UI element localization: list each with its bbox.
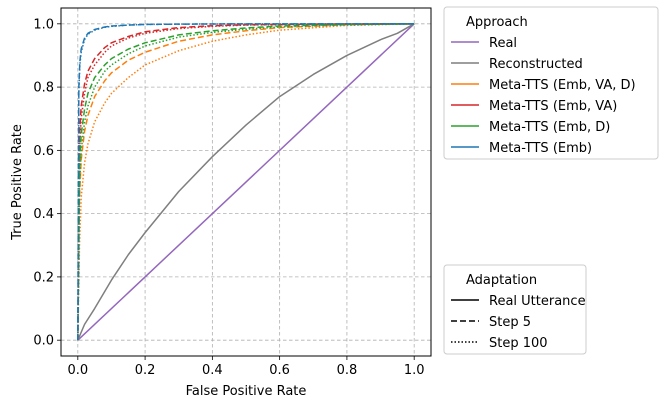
x-tick-label: 0.2 [135, 363, 156, 378]
legend-label: Meta-TTS (Emb, VA) [489, 99, 617, 114]
legend-adaptation: Adaptation Real Utterance Step 5 Step 100 [443, 264, 587, 355]
y-tick-label: 0.2 [33, 270, 54, 285]
legend-title: Adaptation [466, 273, 537, 288]
legend-title: Approach [466, 15, 528, 30]
series-line-real-solid [77, 23, 415, 341]
y-tick-label: 1.0 [33, 17, 54, 32]
x-axis-label: False Positive Rate [186, 384, 307, 399]
series-line-reconstructed-solid [77, 23, 415, 341]
x-tick-label: 0.0 [67, 363, 88, 378]
x-tick-label: 0.8 [337, 363, 358, 378]
series-line-meta-tts-emb-va-dashed [77, 23, 415, 341]
x-tick-label: 0.6 [269, 363, 290, 378]
series-line-meta-tts-emb-d-dotted [77, 23, 415, 341]
y-axis-label: True Positive Rate [10, 124, 25, 241]
legend-label: Meta-TTS (Emb, D) [489, 120, 610, 135]
legend-box [443, 264, 587, 355]
y-tick-label: 0.8 [33, 81, 54, 96]
series-line-meta-tts-emb-dotted [77, 23, 415, 341]
y-tick-label: 0.4 [33, 207, 54, 222]
legend-approach: Approach Real Reconstructed Meta-TTS (Emb, … [443, 6, 659, 160]
legend-label: Real [489, 36, 517, 51]
legend-label: Reconstructed [489, 57, 583, 72]
x-tick-label: 1.0 [404, 363, 425, 378]
legend-label: Meta-TTS (Emb) [489, 141, 592, 156]
legend-label: Meta-TTS (Emb, VA, D) [489, 78, 636, 93]
grid-lines [61, 8, 431, 356]
y-axis: 0.0 0.2 0.4 0.6 0.8 1.0 [33, 17, 61, 349]
series-lines [77, 23, 415, 341]
y-tick-label: 0.0 [33, 334, 54, 349]
x-axis: 0.0 0.2 0.4 0.6 0.8 1.0 [67, 356, 425, 378]
legends: Approach Real Reconstructed Meta-TTS (Emb, … [443, 6, 659, 355]
y-tick-label: 0.6 [33, 144, 54, 159]
series-line-meta-tts-emb-va-d-dashed [77, 23, 415, 341]
legend-box [443, 6, 659, 160]
plot-frame [60, 7, 432, 357]
legend-label: Step 5 [489, 315, 531, 330]
legend-label: Real Utterance [489, 294, 586, 309]
series-line-meta-tts-emb-d-dashed [77, 23, 415, 341]
legend-label: Step 100 [489, 336, 548, 351]
x-tick-label: 0.4 [202, 363, 223, 378]
